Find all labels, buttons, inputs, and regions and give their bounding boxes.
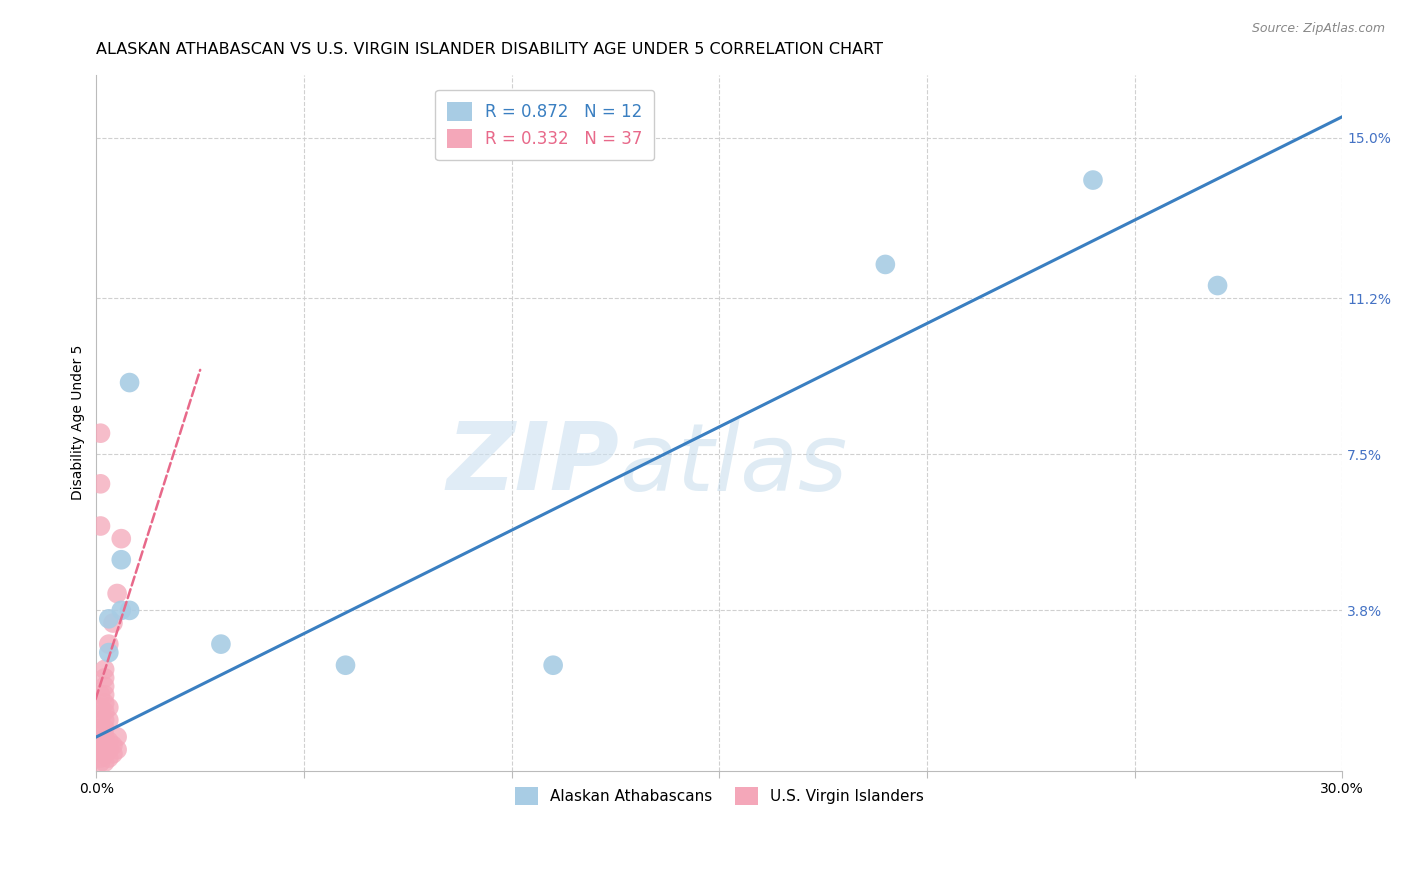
Point [101, 739, 124, 753]
Point [101, 615, 124, 630]
Point [89, 476, 111, 491]
Point [97, 742, 120, 756]
Point [105, 730, 128, 744]
Point [97, 751, 120, 765]
Point [89, 734, 111, 748]
Point [93, 688, 115, 702]
Point [89, 722, 111, 736]
Point [89, 756, 111, 770]
Point [97, 646, 120, 660]
Point [1206, 278, 1229, 293]
Point [93, 730, 115, 744]
Point [89, 713, 111, 727]
Point [97, 734, 120, 748]
Point [541, 658, 564, 673]
Point [89, 742, 111, 756]
Text: ALASKAN ATHABASCAN VS U.S. VIRGIN ISLANDER DISABILITY AGE UNDER 5 CORRELATION CH: ALASKAN ATHABASCAN VS U.S. VIRGIN ISLAND… [97, 42, 883, 57]
Point [93, 662, 115, 676]
Point [93, 679, 115, 693]
Point [335, 658, 357, 673]
Point [89, 426, 111, 441]
Point [89, 519, 111, 533]
Point [93, 722, 115, 736]
Point [89, 739, 111, 753]
Point [93, 696, 115, 710]
Point [110, 603, 132, 617]
Point [93, 705, 115, 719]
Point [118, 376, 141, 390]
Point [97, 713, 120, 727]
Point [875, 257, 897, 271]
Point [93, 747, 115, 761]
Point [105, 586, 128, 600]
Point [101, 747, 124, 761]
Point [97, 700, 120, 714]
Text: ZIP: ZIP [447, 418, 620, 510]
Point [97, 612, 120, 626]
Point [89, 751, 111, 765]
Text: Source: ZipAtlas.com: Source: ZipAtlas.com [1251, 22, 1385, 36]
Text: atlas: atlas [620, 419, 848, 510]
Point [89, 688, 111, 702]
Y-axis label: Disability Age Under 5: Disability Age Under 5 [72, 345, 86, 500]
Point [110, 553, 132, 567]
Point [97, 637, 120, 651]
Point [1081, 173, 1104, 187]
Point [105, 742, 128, 756]
Point [93, 713, 115, 727]
Point [209, 637, 232, 651]
Point [93, 756, 115, 770]
Point [89, 700, 111, 714]
Point [110, 532, 132, 546]
Point [93, 739, 115, 753]
Point [118, 603, 141, 617]
Legend: Alaskan Athabascans, U.S. Virgin Islanders: Alaskan Athabascans, U.S. Virgin Islande… [503, 776, 935, 815]
Point [93, 671, 115, 685]
